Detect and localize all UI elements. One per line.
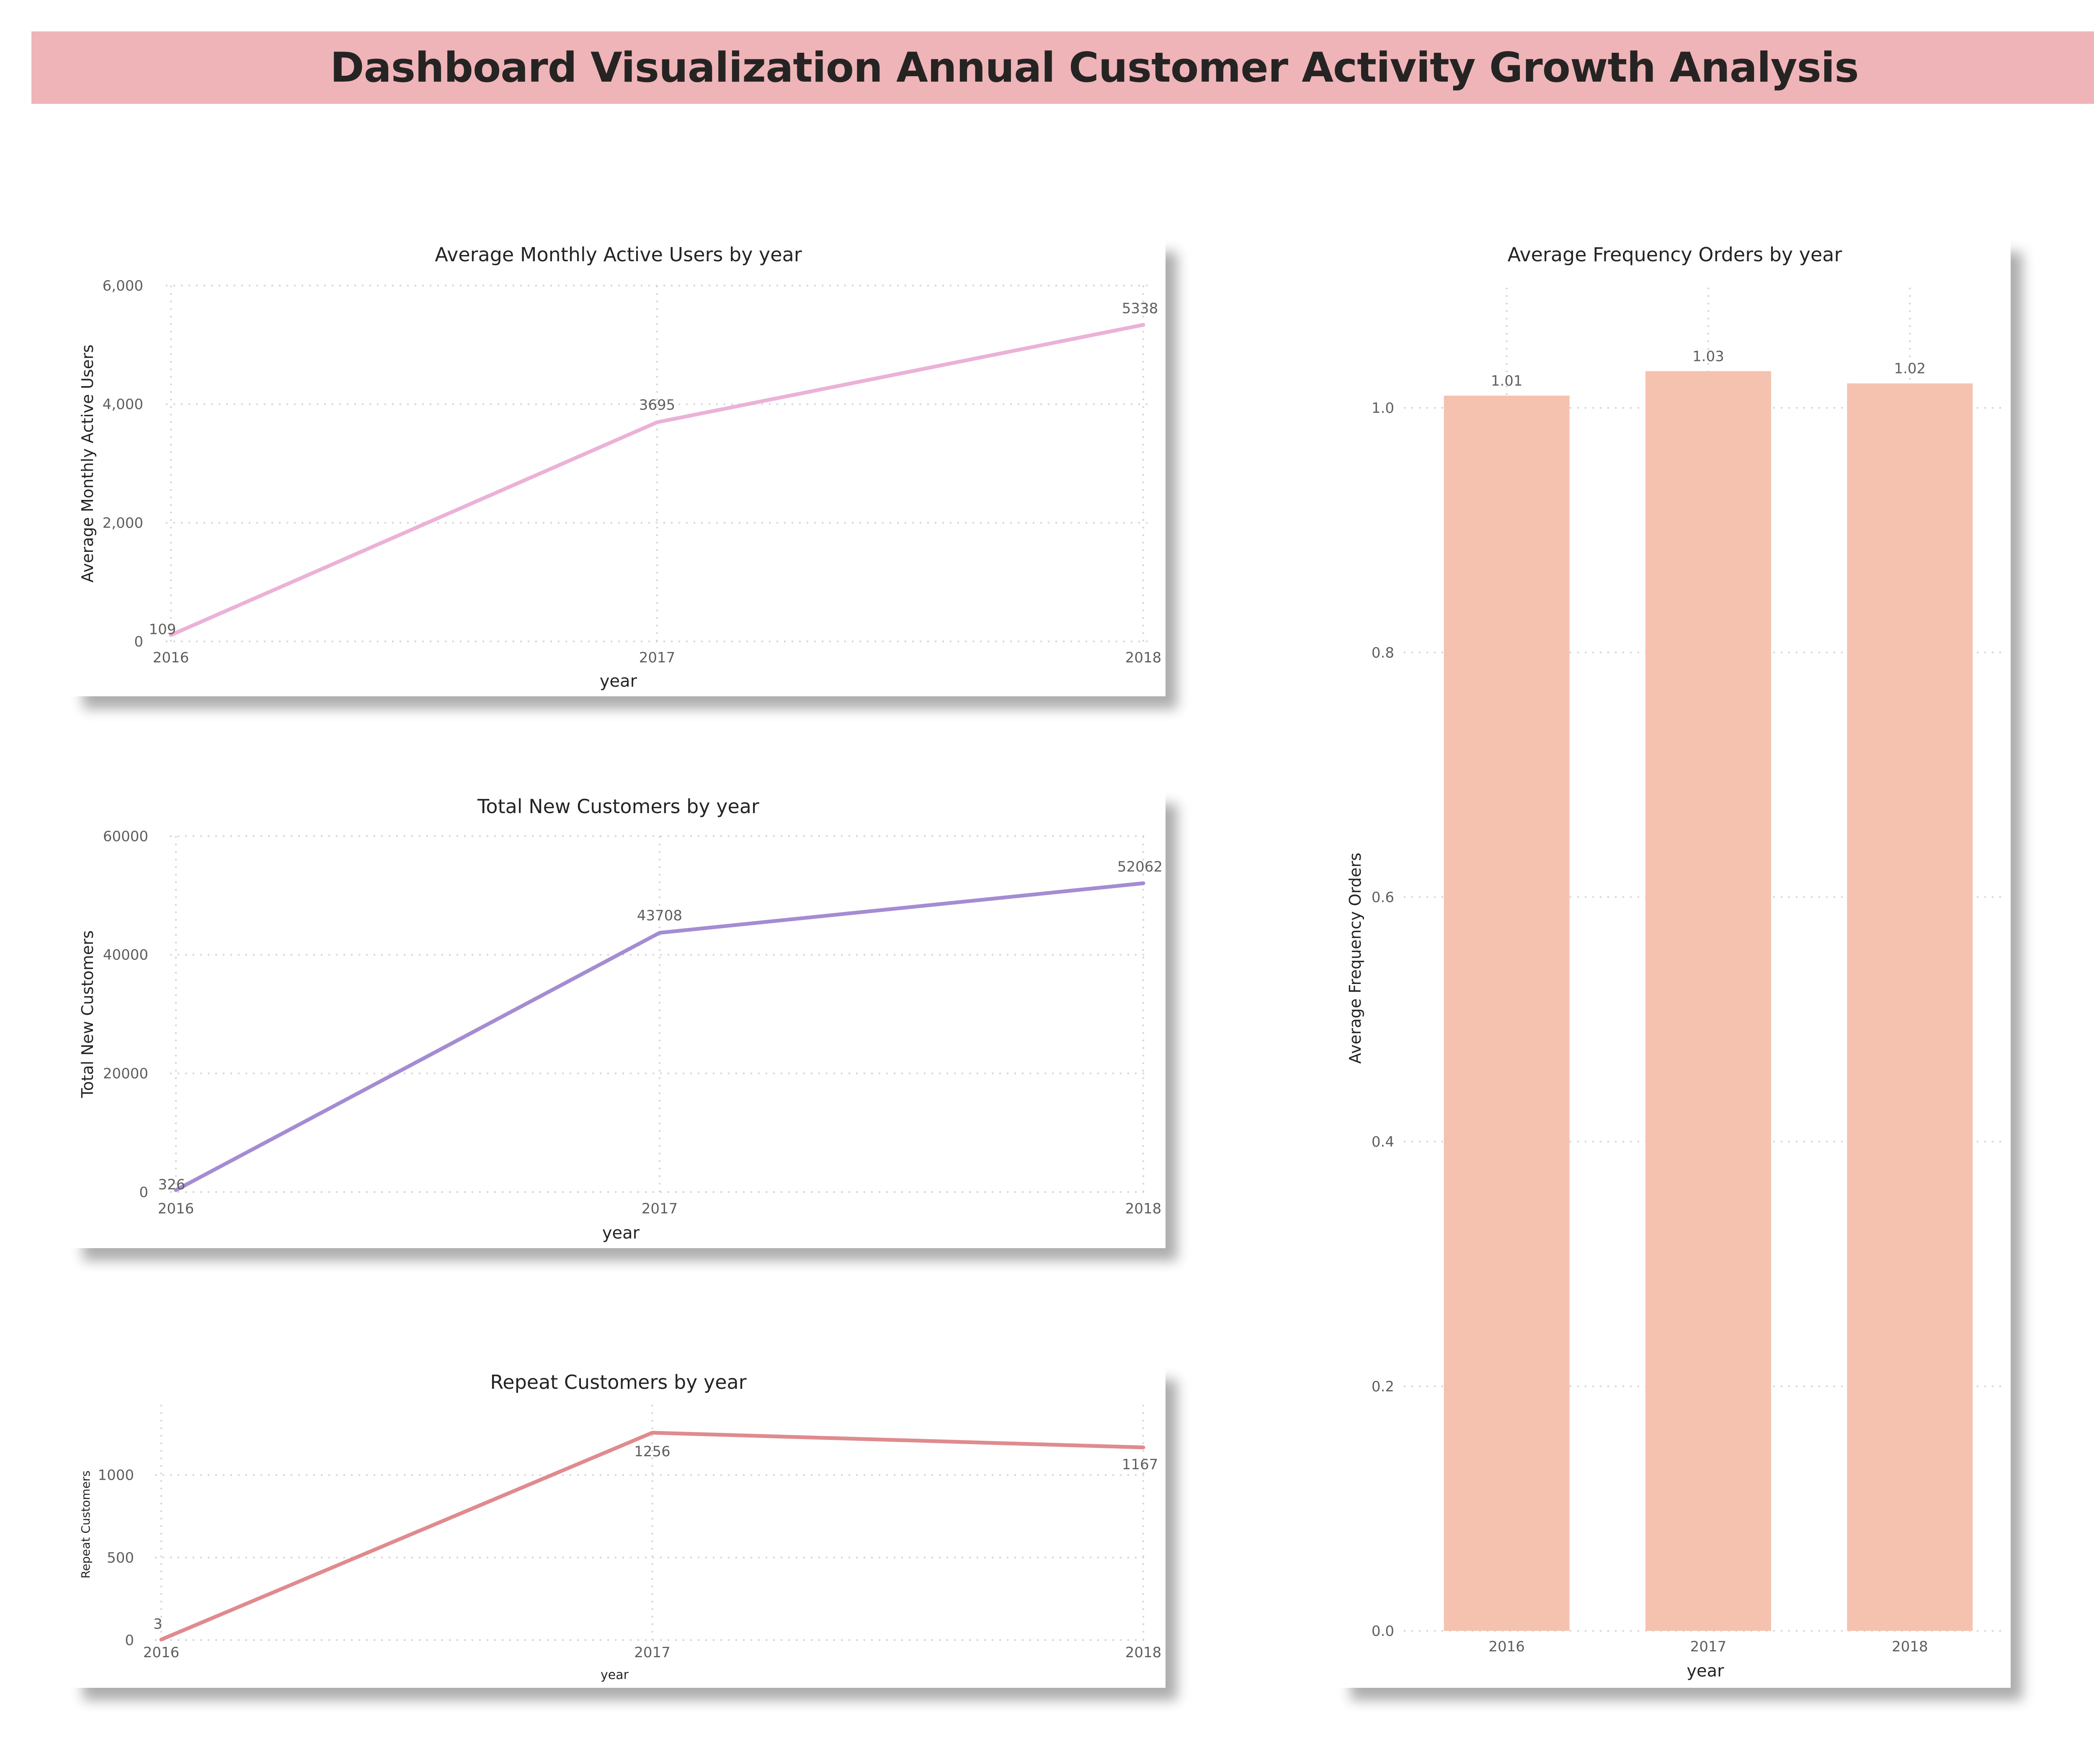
bar [1847, 383, 1973, 1631]
new-customers-line-chart: Total New Customers by year 0 20000 40000 60… [78, 795, 1163, 1243]
data-label: 3695 [639, 397, 676, 414]
x-tick-label: 2016 [153, 649, 189, 666]
dashboard-title: Dashboard Visualization Annual Customer … [330, 44, 1859, 92]
data-label: 3 [153, 1616, 162, 1633]
data-label: 52062 [1117, 858, 1163, 875]
x-tick-label: 2017 [642, 1200, 678, 1217]
chart-title: Total New Customers by year [477, 795, 759, 818]
data-label: 109 [149, 621, 176, 638]
y-tick-label: 500 [107, 1550, 134, 1566]
data-label: 1256 [634, 1443, 670, 1460]
y-tick-label: 0.8 [1372, 644, 1394, 661]
x-tick-label: 2016 [1488, 1638, 1525, 1655]
repeat-customers-chart-card[interactable]: Repeat Customers by year 0 500 1000 2016 2017… [71, 1367, 1166, 1688]
y-tick-label: 1000 [98, 1467, 134, 1484]
y-tick-label: 0 [139, 1184, 148, 1201]
data-label: 326 [158, 1176, 186, 1193]
data-label: 1167 [1122, 1456, 1158, 1473]
y-tick-label: 4,000 [103, 396, 143, 413]
x-tick-label: 2017 [639, 649, 676, 666]
x-axis-title: year [1687, 1661, 1724, 1681]
x-tick-label: 2018 [1125, 1200, 1162, 1217]
y-tick-label: 2,000 [103, 515, 143, 532]
x-tick-label: 2018 [1125, 1644, 1162, 1661]
y-tick-label: 0.6 [1372, 889, 1394, 906]
mau-chart-card[interactable]: Average Monthly Active Users by year 0 2,0… [71, 239, 1166, 696]
y-tick-label: 0 [125, 1632, 134, 1649]
x-tick-label: 2017 [1690, 1638, 1727, 1655]
series-line [174, 881, 1145, 1192]
new-customers-chart-card[interactable]: Total New Customers by year 0 20000 40000 60… [71, 791, 1166, 1248]
x-tick-label: 2018 [1892, 1638, 1928, 1655]
data-label: 1.01 [1491, 373, 1523, 389]
x-tick-label: 2017 [634, 1644, 670, 1661]
x-axis-title: year [602, 1223, 640, 1243]
data-label: 5338 [1122, 300, 1158, 317]
bar [1444, 395, 1570, 1631]
frequency-bar-chart: Average Frequency Orders by year 0.0 0.2 0.… [1346, 243, 2007, 1681]
y-tick-label: 60000 [103, 828, 148, 845]
y-axis-title: Average Monthly Active Users [78, 345, 97, 582]
data-label: 1.02 [1894, 361, 1926, 377]
bar [1645, 371, 1771, 1631]
x-tick-label: 2016 [158, 1200, 194, 1217]
x-axis-title: year [601, 1668, 629, 1682]
data-label: 1.03 [1692, 348, 1724, 365]
data-label: 43708 [637, 907, 682, 924]
x-tick-label: 2016 [143, 1644, 180, 1661]
x-axis-title: year [600, 672, 637, 691]
repeat-customers-line-chart: Repeat Customers by year 0 500 1000 2016 2017… [79, 1371, 1162, 1682]
chart-title: Average Frequency Orders by year [1508, 243, 1842, 266]
y-tick-label: 40000 [103, 947, 148, 963]
mau-line-chart: Average Monthly Active Users by year 0 2,0… [78, 243, 1162, 691]
dashboard-title-banner: Dashboard Visualization Annual Customer … [31, 31, 2094, 104]
frequency-chart-card[interactable]: Average Frequency Orders by year 0.0 0.2 0.… [1339, 239, 2011, 1688]
y-tick-label: 1.0 [1372, 400, 1394, 417]
y-tick-label: 20000 [103, 1066, 148, 1082]
y-tick-label: 6,000 [103, 278, 143, 294]
y-axis-title: Total New Customers [78, 930, 97, 1098]
y-axis-title: Average Frequency Orders [1346, 852, 1364, 1064]
x-tick-label: 2018 [1125, 649, 1162, 666]
y-tick-label: 0.0 [1372, 1623, 1394, 1640]
chart-title: Average Monthly Active Users by year [435, 243, 802, 266]
y-tick-label: 0.4 [1372, 1134, 1394, 1151]
y-tick-label: 0.2 [1372, 1378, 1394, 1395]
y-axis-title: Repeat Customers [79, 1470, 93, 1579]
chart-title: Repeat Customers by year [490, 1371, 746, 1393]
y-tick-label: 0 [134, 633, 143, 650]
